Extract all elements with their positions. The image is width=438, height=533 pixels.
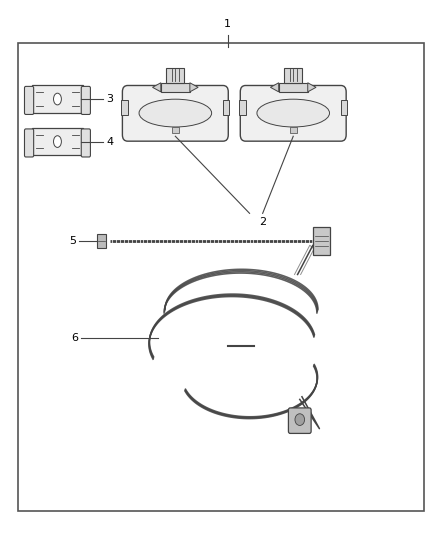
Bar (313, 227, 330, 255)
Bar (172, 127, 179, 133)
Bar (97, 233, 106, 248)
Bar (279, 83, 308, 92)
Ellipse shape (257, 99, 329, 127)
Ellipse shape (139, 99, 212, 127)
Bar (161, 83, 190, 92)
Bar (32, 128, 82, 156)
Bar (239, 100, 246, 115)
FancyBboxPatch shape (81, 129, 90, 157)
FancyBboxPatch shape (240, 85, 346, 141)
Polygon shape (152, 83, 161, 92)
Bar (18, 43, 424, 511)
Polygon shape (190, 83, 198, 92)
FancyBboxPatch shape (288, 408, 311, 433)
FancyBboxPatch shape (25, 129, 34, 157)
FancyBboxPatch shape (25, 86, 34, 115)
Text: 3: 3 (106, 94, 113, 104)
Bar (223, 100, 229, 115)
Text: 2: 2 (259, 217, 266, 227)
Polygon shape (308, 83, 316, 92)
Ellipse shape (53, 93, 61, 105)
Bar (284, 68, 302, 83)
Bar (341, 100, 347, 115)
Text: 6: 6 (71, 333, 78, 343)
Text: 5: 5 (69, 236, 76, 246)
Bar (121, 100, 127, 115)
Ellipse shape (295, 414, 304, 425)
Text: 1: 1 (224, 19, 231, 29)
Bar (166, 68, 184, 83)
Ellipse shape (53, 136, 61, 148)
Text: 4: 4 (106, 136, 113, 147)
Polygon shape (270, 83, 279, 92)
FancyBboxPatch shape (122, 85, 228, 141)
FancyBboxPatch shape (81, 86, 90, 115)
Bar (290, 127, 297, 133)
Bar (32, 85, 82, 113)
